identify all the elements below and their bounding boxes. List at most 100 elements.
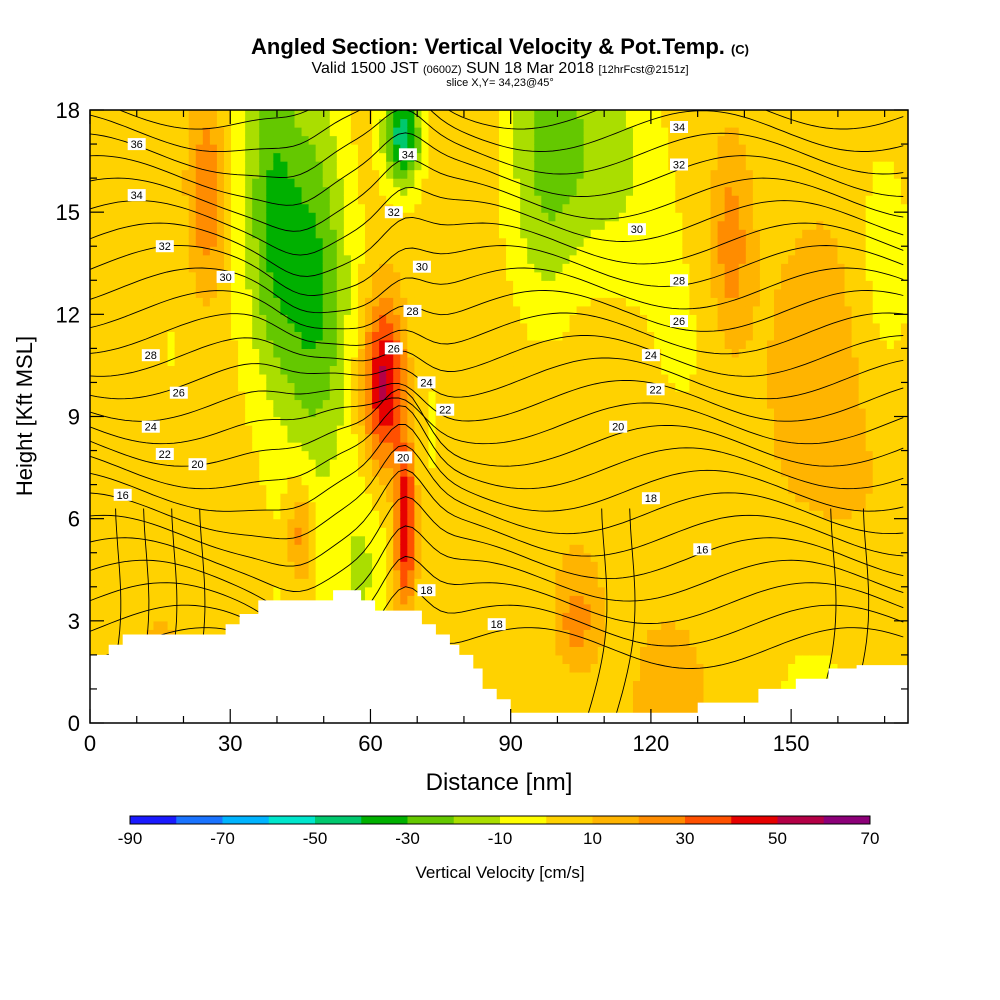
- velocity-cell: [379, 451, 387, 460]
- velocity-cell: [457, 323, 465, 332]
- velocity-cell: [97, 255, 105, 264]
- velocity-cell: [252, 289, 260, 298]
- velocity-cell: [238, 374, 246, 383]
- velocity-cell: [541, 246, 549, 255]
- velocity-cell: [210, 417, 218, 426]
- velocity-cell: [499, 357, 507, 366]
- velocity-cell: [443, 187, 451, 196]
- velocity-cell: [111, 527, 119, 536]
- velocity-cell: [358, 493, 366, 502]
- velocity-cell: [90, 417, 98, 426]
- velocity-cell: [302, 425, 310, 434]
- velocity-cell: [485, 646, 493, 655]
- velocity-cell: [513, 612, 521, 621]
- velocity-cell: [203, 238, 211, 247]
- velocity-cell: [386, 314, 394, 323]
- velocity-cell: [287, 544, 295, 553]
- velocity-cell: [372, 127, 380, 136]
- velocity-cell: [393, 229, 401, 238]
- velocity-cell: [259, 544, 267, 553]
- velocity-cell: [132, 510, 140, 519]
- velocity-cell: [407, 229, 415, 238]
- velocity-cell: [555, 536, 563, 545]
- velocity-cell: [330, 238, 338, 247]
- velocity-cell: [287, 417, 295, 426]
- velocity-cell: [132, 170, 140, 179]
- velocity-cell: [365, 561, 373, 570]
- velocity-cell: [421, 314, 429, 323]
- velocity-cell: [386, 442, 394, 451]
- velocity-cell: [97, 170, 105, 179]
- velocity-cell: [139, 434, 147, 443]
- velocity-cell: [457, 119, 465, 128]
- velocity-cell: [189, 417, 197, 426]
- velocity-cell: [541, 604, 549, 613]
- velocity-cell: [358, 510, 366, 519]
- velocity-cell: [252, 357, 260, 366]
- velocity-cell: [316, 178, 324, 187]
- velocity-cell: [499, 178, 507, 187]
- velocity-cell: [217, 604, 225, 613]
- velocity-cell: [118, 536, 126, 545]
- velocity-cell: [245, 502, 253, 511]
- velocity-cell: [393, 374, 401, 383]
- velocity-cell: [189, 595, 197, 604]
- velocity-cell: [527, 382, 535, 391]
- velocity-cell: [400, 561, 408, 570]
- velocity-cell: [485, 110, 493, 119]
- velocity-cell: [168, 468, 176, 477]
- velocity-cell: [330, 229, 338, 238]
- velocity-cell: [337, 314, 345, 323]
- velocity-cell: [555, 527, 563, 536]
- velocity-cell: [280, 408, 288, 417]
- velocity-cell: [471, 621, 479, 630]
- velocity-cell: [548, 229, 556, 238]
- velocity-cell: [104, 612, 112, 621]
- velocity-cell: [104, 229, 112, 238]
- velocity-cell: [287, 510, 295, 519]
- velocity-cell: [252, 468, 260, 477]
- velocity-cell: [457, 357, 465, 366]
- velocity-cell: [323, 561, 331, 570]
- velocity-cell: [436, 221, 444, 230]
- velocity-cell: [443, 382, 451, 391]
- velocity-cell: [506, 451, 514, 460]
- velocity-cell: [471, 570, 479, 579]
- velocity-cell: [182, 476, 190, 485]
- velocity-cell: [407, 595, 415, 604]
- velocity-cell: [570, 655, 578, 664]
- velocity-cell: [337, 110, 345, 119]
- velocity-cell: [245, 365, 253, 374]
- velocity-cell: [548, 127, 556, 136]
- velocity-cell: [513, 519, 521, 528]
- velocity-cell: [309, 289, 317, 298]
- velocity-cell: [146, 136, 154, 145]
- velocity-cell: [570, 238, 578, 247]
- velocity-cell: [217, 127, 225, 136]
- velocity-cell: [407, 536, 415, 545]
- velocity-cell: [555, 442, 563, 451]
- velocity-cell: [499, 451, 507, 460]
- velocity-cell: [570, 578, 578, 587]
- velocity-cell: [555, 510, 563, 519]
- velocity-cell: [485, 365, 493, 374]
- velocity-cell: [527, 204, 535, 213]
- velocity-cell: [570, 391, 578, 400]
- velocity-cell: [302, 289, 310, 298]
- velocity-cell: [520, 527, 528, 536]
- velocity-cell: [570, 519, 578, 528]
- velocity-cell: [280, 468, 288, 477]
- velocity-cell: [365, 391, 373, 400]
- velocity-cell: [118, 161, 126, 170]
- velocity-cell: [428, 408, 436, 417]
- velocity-cell: [471, 399, 479, 408]
- velocity-cell: [217, 442, 225, 451]
- velocity-cell: [513, 510, 521, 519]
- velocity-cell: [358, 485, 366, 494]
- velocity-cell: [161, 161, 169, 170]
- velocity-cell: [280, 382, 288, 391]
- velocity-cell: [231, 544, 239, 553]
- velocity-cell: [330, 561, 338, 570]
- velocity-cell: [492, 161, 500, 170]
- velocity-cell: [365, 587, 373, 596]
